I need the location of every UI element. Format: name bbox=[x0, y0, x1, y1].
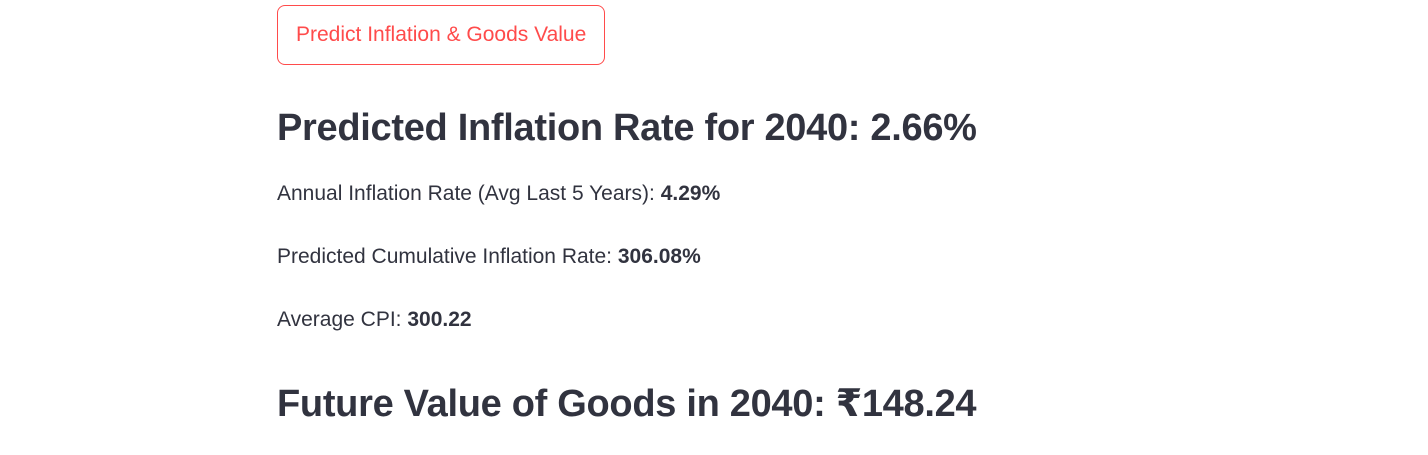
annual-inflation-rate-metric: Annual Inflation Rate (Avg Last 5 Years)… bbox=[277, 182, 720, 206]
main-content: Predict Inflation & Goods Value Predicte… bbox=[277, 5, 1177, 425]
cumulative-inflation-rate-label: Predicted Cumulative Inflation Rate: bbox=[277, 245, 618, 268]
average-cpi-metric: Average CPI: 300.22 bbox=[277, 308, 472, 332]
cumulative-inflation-rate-value: 306.08% bbox=[617, 245, 701, 268]
cumulative-inflation-rate-metric: Predicted Cumulative Inflation Rate: 306… bbox=[277, 245, 701, 269]
predict-inflation-button[interactable]: Predict Inflation & Goods Value bbox=[277, 5, 606, 65]
average-cpi-value: 300.22 bbox=[407, 308, 472, 331]
future-goods-value-heading: Future Value of Goods in 2040: ₹148.24 bbox=[277, 383, 977, 425]
annual-inflation-rate-value: 4.29% bbox=[660, 182, 721, 205]
predicted-inflation-heading: Predicted Inflation Rate for 2040: 2.66% bbox=[277, 107, 977, 149]
annual-inflation-rate-label: Annual Inflation Rate (Avg Last 5 Years)… bbox=[277, 182, 661, 205]
average-cpi-label: Average CPI: bbox=[277, 308, 408, 331]
